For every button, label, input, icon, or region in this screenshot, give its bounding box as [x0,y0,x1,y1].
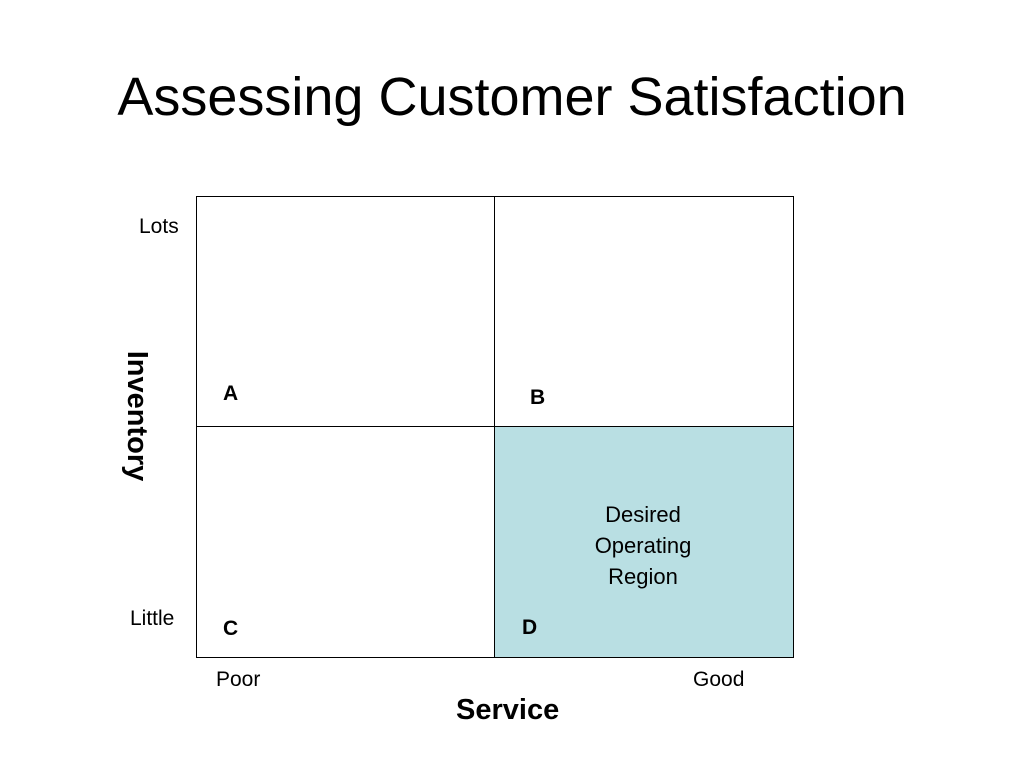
x-axis-title: Service [456,694,560,726]
y-axis-title: Inventory [121,350,153,482]
region-label-line: Operating [594,533,692,558]
y-axis-high-label: Lots [139,215,179,238]
quadrant-c-letter: C [223,617,239,640]
y-axis-low-label: Little [130,607,175,630]
quadrant-c: C [197,427,495,657]
region-label-line: Desired [605,502,681,527]
quadrant-a-letter: A [223,382,239,405]
quadrant-matrix: A B C Desired Operating Region D [196,196,794,658]
quadrant-b: B [495,197,793,427]
quadrant-d-desired-region: Desired Operating Region D [495,427,793,657]
quadrant-b-letter: B [530,386,546,409]
slide-title: Assessing Customer Satisfaction [117,67,907,127]
quadrant-a: A [197,197,495,427]
desired-operating-region-label: Desired Operating Region [555,499,731,592]
quadrant-d-letter: D [522,616,538,639]
region-label-line: Region [608,564,678,589]
x-axis-low-label: Poor [216,668,261,691]
x-axis-high-label: Good [693,668,745,691]
